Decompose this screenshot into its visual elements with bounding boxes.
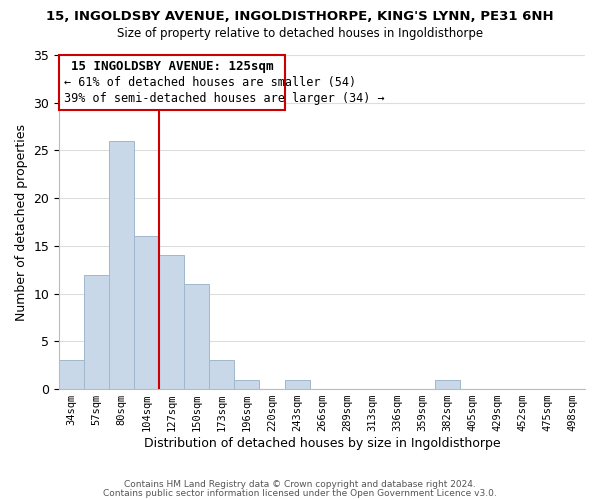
Text: 39% of semi-detached houses are larger (34) →: 39% of semi-detached houses are larger (… (64, 92, 385, 106)
Bar (109, 141, 134, 389)
Bar (84, 274, 109, 389)
Text: ← 61% of detached houses are smaller (54): ← 61% of detached houses are smaller (54… (64, 76, 356, 89)
Text: Contains HM Land Registry data © Crown copyright and database right 2024.: Contains HM Land Registry data © Crown c… (124, 480, 476, 489)
Bar (134, 236, 160, 389)
Bar (59, 360, 84, 389)
Bar (435, 380, 460, 389)
X-axis label: Distribution of detached houses by size in Ingoldisthorpe: Distribution of detached houses by size … (144, 437, 500, 450)
Text: 15 INGOLDSBY AVENUE: 125sqm: 15 INGOLDSBY AVENUE: 125sqm (71, 60, 273, 73)
Bar (160, 256, 184, 389)
Text: Size of property relative to detached houses in Ingoldisthorpe: Size of property relative to detached ho… (117, 28, 483, 40)
Bar (284, 380, 310, 389)
Text: Contains public sector information licensed under the Open Government Licence v3: Contains public sector information licen… (103, 488, 497, 498)
Y-axis label: Number of detached properties: Number of detached properties (15, 124, 28, 320)
FancyBboxPatch shape (59, 55, 284, 110)
Bar (209, 360, 235, 389)
Bar (235, 380, 259, 389)
Bar (184, 284, 209, 389)
Text: 15, INGOLDSBY AVENUE, INGOLDISTHORPE, KING'S LYNN, PE31 6NH: 15, INGOLDSBY AVENUE, INGOLDISTHORPE, KI… (46, 10, 554, 23)
